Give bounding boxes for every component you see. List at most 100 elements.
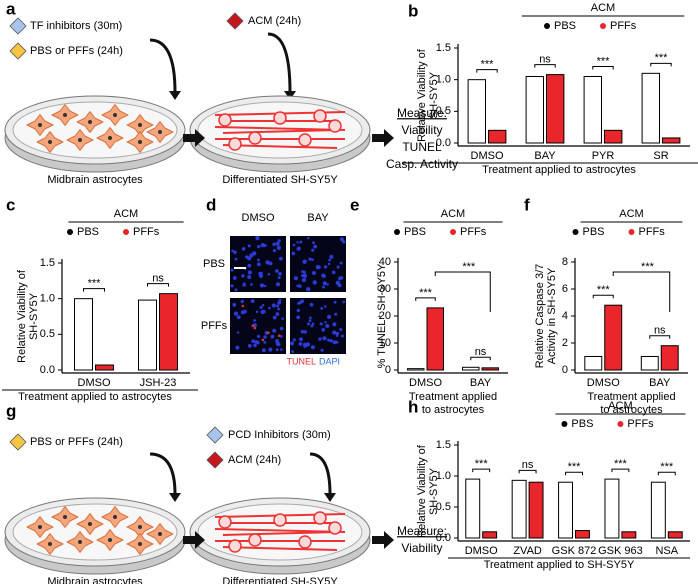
y-tick-label: 1.5 [40, 257, 55, 269]
bar [650, 481, 666, 539]
panel-label: g [6, 401, 16, 420]
arrow-head [169, 493, 181, 502]
legend-dot [394, 229, 400, 235]
dapi-nucleus [235, 345, 240, 350]
y-tick-label: 8 [562, 256, 568, 268]
legend-dot [544, 23, 550, 29]
sig-label: ns [522, 459, 534, 471]
dapi-nucleus [270, 334, 275, 339]
dapi-nucleus [261, 303, 265, 307]
bar [528, 481, 544, 539]
dapi-nucleus [281, 317, 284, 320]
nucleus [88, 522, 92, 526]
tunel-signal [253, 326, 257, 330]
y-tick-label: 2 [562, 337, 568, 349]
dapi-nucleus [306, 287, 311, 292]
dapi-nucleus [342, 300, 346, 304]
dapi-nucleus [249, 253, 254, 258]
panel-label: h [408, 397, 418, 416]
dapi-nucleus [268, 306, 271, 310]
bar [558, 481, 574, 539]
legend-label: PBS [571, 418, 593, 430]
dapi-nucleus [339, 328, 343, 332]
x-tick-label: DMSO [78, 377, 111, 389]
dapi-nucleus [322, 336, 327, 341]
sig-bracket [476, 69, 498, 73]
x-axis-label: Treatment applied to SH-SY5Y [484, 559, 635, 571]
legend-label: PBS [77, 226, 99, 238]
dapi-nucleus [257, 258, 260, 262]
dapi-nucleus [241, 247, 246, 251]
dapi-nucleus [272, 328, 277, 333]
input-label: PBS or PFFs (24h) [30, 436, 123, 448]
nucleus [63, 113, 67, 117]
dapi-nucleus [326, 283, 330, 286]
y-tick-label: 0 [562, 364, 568, 376]
dapi-nucleus [277, 300, 281, 305]
dish-label: Midbrain astrocytes [47, 174, 143, 186]
dapi-nucleus [267, 273, 271, 276]
neuron [298, 535, 312, 549]
dapi-nucleus [272, 315, 277, 320]
dapi-nucleus [277, 307, 281, 311]
dapi-nucleus [334, 312, 338, 316]
dapi-nucleus [268, 347, 273, 352]
dapi-nucleus [293, 276, 298, 281]
y-axis-label: Relative Caspase 3/7 [534, 264, 546, 369]
dapi-nucleus [322, 285, 325, 289]
dapi-nucleus [277, 239, 281, 243]
panel-label: d [206, 195, 216, 214]
sig-bracket [649, 335, 671, 339]
dapi-nucleus [263, 340, 267, 344]
dapi-nucleus [271, 303, 276, 308]
dapi-nucleus [233, 250, 237, 254]
dapi-nucleus [312, 271, 316, 276]
dapi-nucleus [339, 237, 344, 242]
dapi-nucleus [323, 265, 328, 269]
dapi-nucleus [261, 348, 266, 353]
arrow [309, 452, 332, 495]
arrow [149, 452, 177, 495]
dapi-nucleus [320, 306, 324, 310]
bar [604, 129, 623, 144]
dapi-nucleus [236, 331, 240, 334]
bar [525, 76, 544, 144]
nucleus [38, 525, 42, 529]
dapi-nucleus [263, 284, 267, 288]
y-tick-label: 0.5 [40, 328, 55, 340]
x-tick-label: NSA [655, 545, 678, 557]
nucleus [48, 140, 52, 144]
panel-label: a [6, 0, 16, 18]
sig-label: *** [419, 287, 433, 299]
legend-label: PFFs [627, 418, 654, 430]
legend-dot [628, 229, 635, 235]
panel-label: f [524, 195, 530, 214]
x-axis-label: to astrocytes [600, 404, 663, 416]
dapi-nucleus [340, 334, 344, 338]
dapi-nucleus [332, 322, 337, 327]
sig-bracket [518, 469, 537, 474]
y-tick-label: 10 [379, 337, 391, 349]
dapi-nucleus [234, 257, 238, 261]
nucleus [108, 538, 112, 542]
x-tick-label: JSH-23 [140, 377, 177, 389]
dapi-nucleus [335, 334, 339, 337]
dapi-nucleus [247, 270, 253, 275]
dapi-nucleus [324, 305, 327, 308]
dish-label: Midbrain astrocytes [47, 576, 143, 584]
nucleus [78, 138, 82, 142]
dapi-nucleus [277, 276, 281, 280]
dapi-nucleus [302, 259, 307, 264]
dapi-nucleus [260, 243, 265, 248]
dapi-nucleus [303, 330, 307, 334]
dapi-nucleus [277, 343, 281, 347]
nucleus [88, 120, 92, 124]
dapi-nucleus [309, 302, 314, 307]
row-label: PBS [203, 258, 225, 270]
dapi-nucleus [275, 348, 279, 352]
dapi-nucleus [255, 236, 260, 241]
neuron [248, 533, 262, 547]
neuron [228, 539, 242, 553]
neuron [298, 133, 312, 147]
